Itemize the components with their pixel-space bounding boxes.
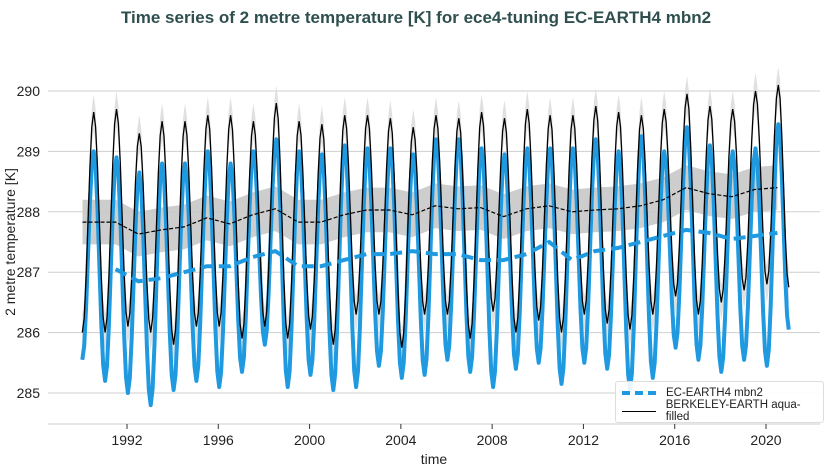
x-axis-label: time bbox=[421, 451, 448, 467]
x-tick-label: 1996 bbox=[203, 432, 234, 448]
legend-swatch-black-line bbox=[622, 410, 656, 412]
berkeley-monthly-line bbox=[81, 84, 790, 348]
legend-item-ec-earth4: EC-EARTH4 mbn2 bbox=[622, 385, 763, 401]
x-tick-label: 2004 bbox=[385, 432, 416, 448]
legend-swatch-dashed-blue bbox=[622, 391, 656, 395]
x-tick-label: 2008 bbox=[477, 432, 508, 448]
x-tick-label: 2016 bbox=[659, 432, 690, 448]
ec-earth4-running-mean-line bbox=[114, 227, 778, 284]
y-tick-label: 289 bbox=[17, 143, 41, 159]
berkeley-running-mean-line bbox=[82, 186, 778, 235]
y-tick-label: 286 bbox=[17, 325, 41, 341]
legend-label: EC-EARTH4 mbn2 bbox=[666, 387, 763, 399]
legend-label: BERKELEY-EARTH aqua-filled bbox=[665, 399, 801, 423]
ec-earth4-monthly-line bbox=[80, 122, 791, 408]
x-tick-label: 2012 bbox=[568, 432, 599, 448]
x-tick-label: 2020 bbox=[750, 432, 781, 448]
y-tick-label: 287 bbox=[17, 264, 41, 280]
legend: EC-EARTH4 mbn2 BERKELEY-EARTH aqua-fille… bbox=[615, 381, 824, 423]
x-tick-label: 1992 bbox=[111, 432, 142, 448]
x-tick-label: 2000 bbox=[294, 432, 325, 448]
legend-item-berkeley-earth: BERKELEY-EARTH aqua-filled bbox=[622, 399, 823, 423]
y-tick-label: 285 bbox=[17, 385, 41, 401]
chart-title: Time series of 2 metre temperature [K] f… bbox=[120, 8, 712, 27]
y-axis-label: 2 metre temperature [K] bbox=[2, 168, 18, 316]
y-tick-label: 288 bbox=[17, 204, 41, 220]
y-tick-label: 290 bbox=[17, 83, 41, 99]
